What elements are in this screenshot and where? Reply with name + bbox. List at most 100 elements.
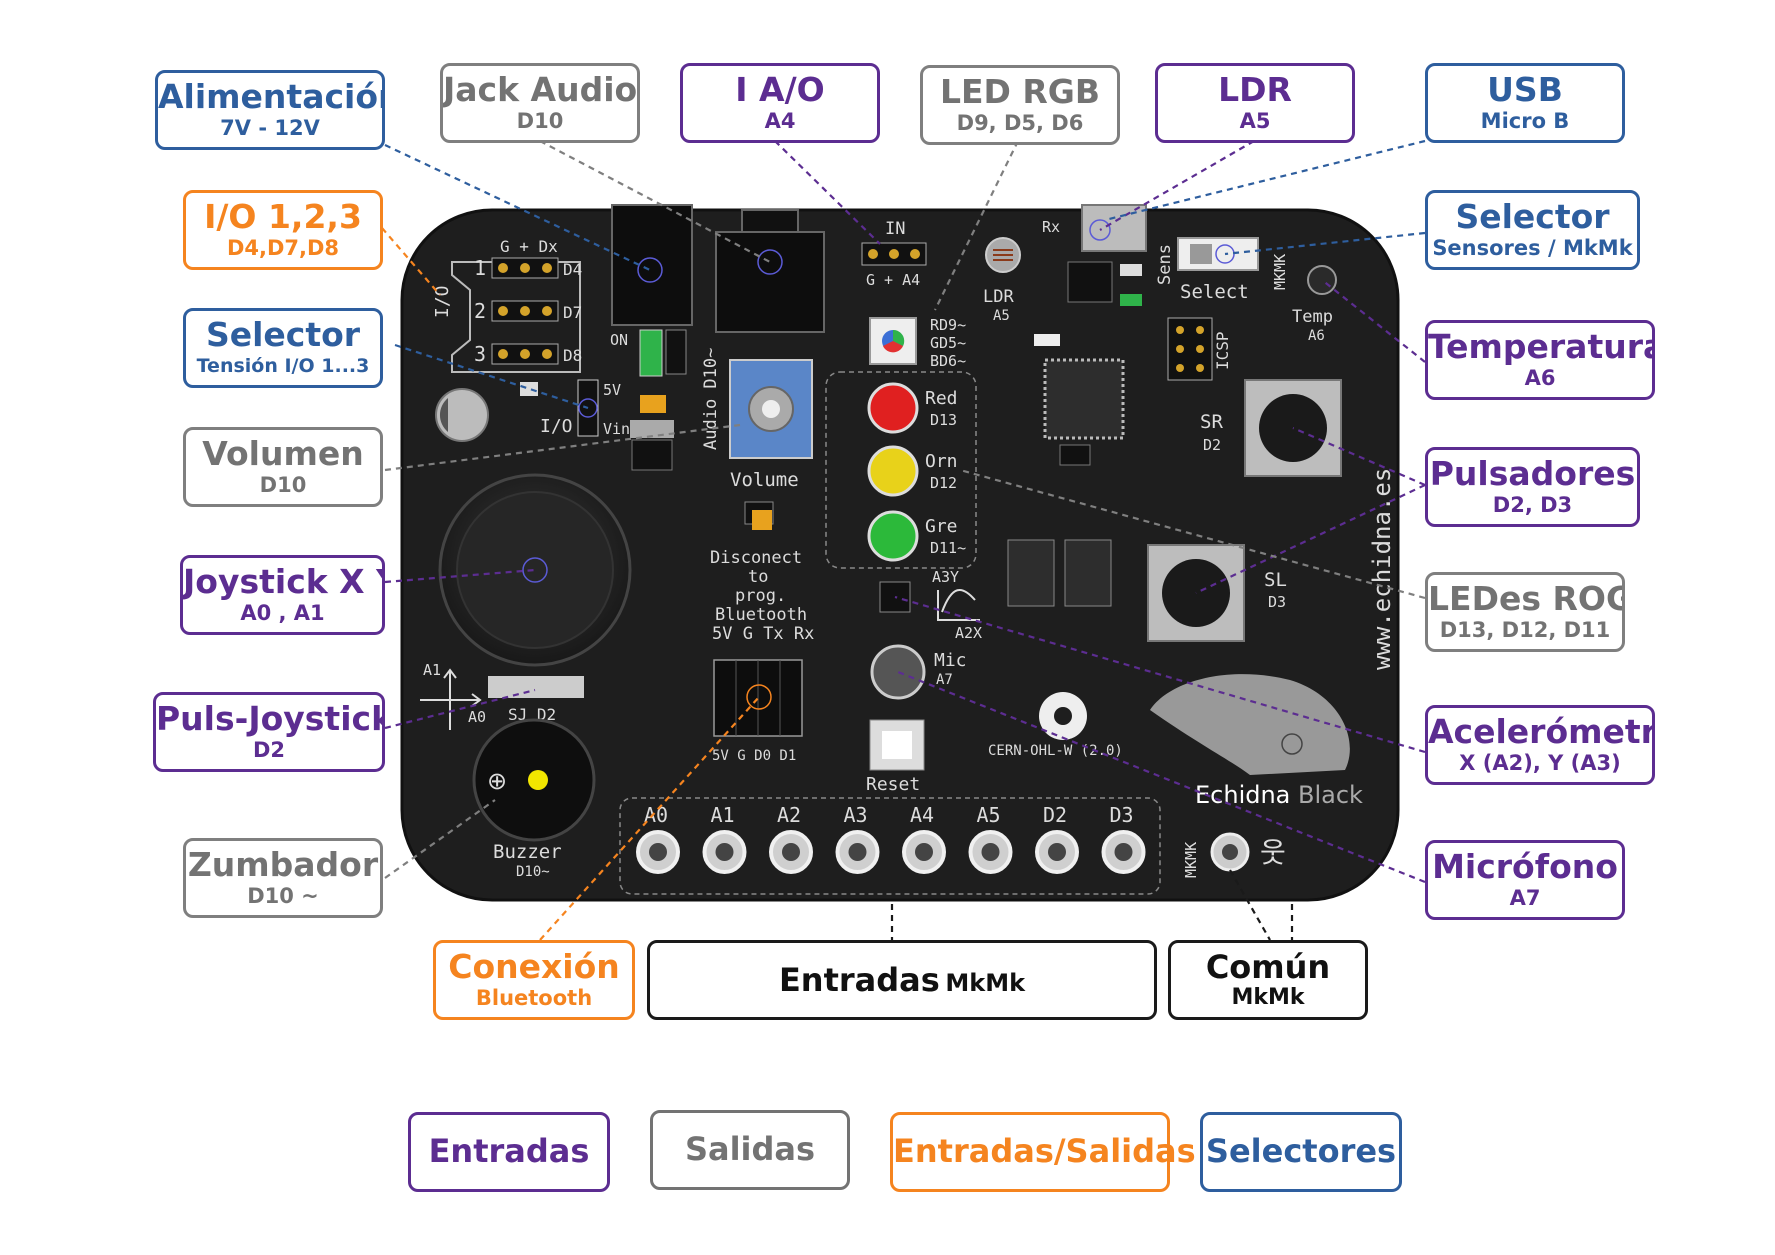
- audio-label: Audio D10~: [701, 348, 721, 450]
- io-row-number: 1: [474, 256, 486, 280]
- callout-title: Alimentación: [158, 77, 385, 116]
- io-row-pin: D4: [563, 260, 582, 279]
- buzzer-label: Buzzer: [493, 841, 562, 863]
- callout-puls-joystick: Puls-Joystick D2: [153, 692, 385, 772]
- mkmk-pad-label: A3: [844, 803, 868, 827]
- in-header[interactable]: [861, 242, 927, 266]
- callout-sub: D10 ~: [247, 884, 319, 908]
- io-row-number: 3: [474, 342, 486, 366]
- callout-title: I/O 1,2,3: [204, 197, 362, 236]
- mkmk-pad-a0[interactable]: A0: [636, 803, 680, 874]
- callout-ldr: LDR A5: [1155, 63, 1355, 143]
- ldr-label: LDR: [983, 287, 1014, 307]
- bt-line-1: Disconect: [710, 548, 802, 568]
- io-header-row-3[interactable]: 3 D8: [474, 342, 582, 366]
- website-label: www.echidna.es: [1368, 468, 1396, 670]
- power-switch[interactable]: [639, 329, 663, 377]
- ldr-pin: A5: [993, 308, 1010, 324]
- callout-sub: D4,D7,D8: [226, 236, 340, 260]
- callout-title: LDR: [1218, 70, 1292, 109]
- icsp-label: ICSP: [1213, 331, 1232, 370]
- io-header-row-1[interactable]: 1 D4: [474, 256, 582, 280]
- reset-button[interactable]: [869, 719, 925, 771]
- sr-label: SR: [1200, 411, 1223, 433]
- entradas-mkmk-sub: MkMk: [945, 969, 1026, 997]
- callout-conexion: Conexión Bluetooth: [433, 940, 635, 1020]
- vin-label: Vin: [603, 420, 630, 438]
- microcontroller: [1043, 358, 1125, 440]
- callout-title: Acelerómetro: [1428, 712, 1655, 751]
- callout-sub: D10: [516, 109, 564, 133]
- callout-comun-mkmk: Común MkMk: [1168, 940, 1368, 1020]
- io-row-pin: D8: [563, 346, 582, 365]
- callout-sub: X (A2), Y (A3): [1459, 751, 1621, 775]
- callout-sub: A0 , A1: [240, 601, 325, 625]
- in-header-title: IN: [885, 219, 905, 239]
- person-icon: 웃: [1260, 836, 1286, 869]
- callout-sub: D2, D3: [1492, 493, 1573, 517]
- bt-line-4: Bluetooth: [715, 605, 807, 625]
- callout-title: Jack Audio: [443, 70, 638, 109]
- led-pin: D13: [930, 411, 957, 429]
- temp-pin: A6: [1308, 328, 1325, 344]
- led-name: Orn: [925, 451, 958, 472]
- mkmk-pad-a4[interactable]: A4: [902, 803, 946, 874]
- callout-pulsadores: Pulsadores D2, D3: [1425, 447, 1640, 527]
- callout-title: Selector: [1455, 197, 1610, 236]
- callout-sub: A4: [764, 109, 796, 133]
- led-red: Red D13: [867, 382, 958, 434]
- callout-sub: Bluetooth: [475, 986, 593, 1010]
- icsp-header[interactable]: [1167, 317, 1213, 381]
- callout-entradas-mkmk: Entradas MkMk: [647, 940, 1157, 1020]
- joystick-axes-icon: [420, 668, 482, 730]
- callout-acelerometro: Acelerómetro X (A2), Y (A3): [1425, 705, 1655, 785]
- mkmk-pad-a1[interactable]: A1: [702, 803, 747, 874]
- select-label: Select: [1180, 281, 1249, 303]
- callout-title: Puls-Joystick: [156, 699, 385, 738]
- comun-mkmk-sub: MkMk: [1231, 985, 1305, 1010]
- callout-title: Zumbador: [187, 845, 379, 884]
- callout-sub: D10: [259, 473, 307, 497]
- callout-sub: D13, D12, D11: [1439, 618, 1611, 642]
- legend-selectores: Selectores: [1200, 1112, 1402, 1192]
- temp-label: Temp: [1292, 307, 1333, 327]
- callout-title: I A/O: [735, 70, 825, 109]
- rgb-led[interactable]: [869, 317, 917, 365]
- audio-jack[interactable]: [715, 231, 825, 333]
- bt-line-5: 5V G Tx Rx: [712, 624, 814, 644]
- capacitor: [435, 388, 489, 442]
- callout-title: Joystick X Y: [183, 562, 385, 601]
- reset-label: Reset: [866, 774, 920, 795]
- buzzer-plus-icon: ⊕: [487, 767, 507, 795]
- rgb-pin-g: GD5~: [930, 334, 966, 352]
- v5-label: 5V: [603, 381, 621, 399]
- callout-sub: D9, D5, D6: [956, 111, 1084, 135]
- on-label: ON: [610, 331, 628, 349]
- sj-label: SJ D2: [508, 705, 556, 724]
- mkmk-pad-label: D3: [1110, 803, 1134, 827]
- mkmk-common-pad[interactable]: [1210, 832, 1250, 872]
- mkmk-pad-a2[interactable]: A2: [769, 803, 813, 874]
- power-jack[interactable]: [611, 204, 693, 326]
- mkmk-pad-label: A4: [910, 803, 934, 827]
- callout-jack-audio: Jack Audio D10: [440, 63, 640, 143]
- io-side-label: I/O: [432, 285, 453, 318]
- led-orange: Orn D12: [867, 445, 958, 497]
- mkmk-pad-a3[interactable]: A3: [835, 803, 880, 874]
- callout-selector-sensores: Selector Sensores / MkMk: [1425, 190, 1640, 270]
- io-header-row-2[interactable]: 2 D7: [474, 299, 582, 323]
- mic-pin: A7: [936, 672, 953, 688]
- mkmk-pad-d2[interactable]: D2: [1035, 803, 1079, 874]
- led-name: Gre: [925, 516, 958, 537]
- mkmk-pad-d3[interactable]: D3: [1101, 803, 1146, 874]
- callout-joystick: Joystick X Y A0 , A1: [180, 555, 385, 635]
- brand-name-black: Black: [1298, 781, 1363, 809]
- mic-label: Mic: [934, 650, 967, 671]
- rgb-pin-r: RD9~: [930, 316, 966, 334]
- callout-title: USB: [1487, 70, 1563, 109]
- microphone: [870, 644, 926, 700]
- brand-name: Echidna: [1195, 781, 1290, 809]
- mkmk-pad-a5[interactable]: A5: [968, 803, 1013, 874]
- callout-sub: A7: [1509, 886, 1541, 910]
